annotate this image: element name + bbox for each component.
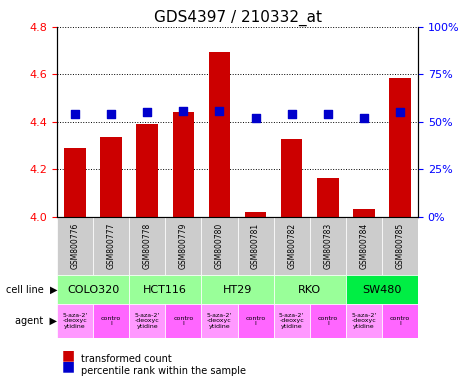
Text: percentile rank within the sample: percentile rank within the sample [81, 366, 246, 376]
Text: contro
l: contro l [246, 316, 266, 326]
Point [216, 108, 223, 114]
Text: GSM800777: GSM800777 [107, 223, 115, 269]
Text: HT29: HT29 [223, 285, 252, 295]
FancyBboxPatch shape [346, 275, 418, 304]
Text: GSM800778: GSM800778 [143, 223, 152, 269]
Point [396, 109, 404, 116]
Text: GSM800785: GSM800785 [396, 223, 404, 269]
FancyBboxPatch shape [201, 304, 238, 338]
Text: GSM800779: GSM800779 [179, 223, 188, 269]
FancyBboxPatch shape [310, 217, 346, 275]
Point [360, 115, 368, 121]
Text: GSM800780: GSM800780 [215, 223, 224, 269]
Text: GSM800783: GSM800783 [323, 223, 332, 269]
Text: transformed count: transformed count [81, 354, 171, 364]
Bar [389, 78, 411, 217]
FancyBboxPatch shape [201, 275, 274, 304]
Text: GSM800781: GSM800781 [251, 223, 260, 269]
Title: GDS4397 / 210332_at: GDS4397 / 210332_at [153, 9, 322, 25]
FancyBboxPatch shape [165, 217, 201, 275]
Text: contro
l: contro l [101, 316, 121, 326]
FancyBboxPatch shape [346, 304, 382, 338]
Bar [100, 137, 122, 217]
FancyBboxPatch shape [274, 304, 310, 338]
FancyBboxPatch shape [129, 304, 165, 338]
Point [71, 111, 79, 118]
FancyBboxPatch shape [201, 217, 238, 275]
FancyBboxPatch shape [274, 275, 346, 304]
Point [324, 111, 332, 118]
Bar [209, 52, 230, 217]
Text: SW480: SW480 [362, 285, 401, 295]
FancyBboxPatch shape [238, 304, 274, 338]
Text: GSM800784: GSM800784 [360, 223, 368, 269]
Bar [353, 209, 375, 217]
Point [107, 111, 115, 118]
Text: 5-aza-2'
-deoxyc
ytidine: 5-aza-2' -deoxyc ytidine [62, 313, 88, 329]
Bar [317, 178, 339, 217]
Text: ■: ■ [62, 359, 75, 374]
Text: GSM800782: GSM800782 [287, 223, 296, 269]
Text: agent  ▶: agent ▶ [15, 316, 57, 326]
Text: ■: ■ [62, 348, 75, 362]
FancyBboxPatch shape [129, 275, 201, 304]
FancyBboxPatch shape [57, 275, 129, 304]
Text: contro
l: contro l [390, 316, 410, 326]
Text: contro
l: contro l [173, 316, 193, 326]
FancyBboxPatch shape [57, 304, 93, 338]
FancyBboxPatch shape [382, 304, 418, 338]
Text: 5-aza-2'
-deoxyc
ytidine: 5-aza-2' -deoxyc ytidine [351, 313, 377, 329]
Text: 5-aza-2'
-deoxyc
ytidine: 5-aza-2' -deoxyc ytidine [207, 313, 232, 329]
Point [288, 111, 295, 118]
Bar [136, 124, 158, 217]
Text: COLO320: COLO320 [67, 285, 119, 295]
Bar [281, 139, 303, 217]
FancyBboxPatch shape [93, 304, 129, 338]
Text: contro
l: contro l [318, 316, 338, 326]
FancyBboxPatch shape [129, 217, 165, 275]
FancyBboxPatch shape [274, 217, 310, 275]
FancyBboxPatch shape [238, 217, 274, 275]
Bar [245, 212, 266, 217]
FancyBboxPatch shape [382, 217, 418, 275]
FancyBboxPatch shape [310, 304, 346, 338]
FancyBboxPatch shape [93, 217, 129, 275]
Bar [172, 113, 194, 217]
Text: GSM800776: GSM800776 [71, 223, 79, 269]
FancyBboxPatch shape [346, 217, 382, 275]
Point [143, 109, 151, 116]
Bar [64, 148, 86, 217]
Point [252, 115, 259, 121]
FancyBboxPatch shape [165, 304, 201, 338]
Text: RKO: RKO [298, 285, 321, 295]
Text: cell line  ▶: cell line ▶ [6, 285, 57, 295]
Point [180, 108, 187, 114]
Text: 5-aza-2'
-deoxyc
ytidine: 5-aza-2' -deoxyc ytidine [279, 313, 304, 329]
Text: HCT116: HCT116 [143, 285, 187, 295]
Text: 5-aza-2'
-deoxyc
ytidine: 5-aza-2' -deoxyc ytidine [134, 313, 160, 329]
FancyBboxPatch shape [57, 217, 93, 275]
